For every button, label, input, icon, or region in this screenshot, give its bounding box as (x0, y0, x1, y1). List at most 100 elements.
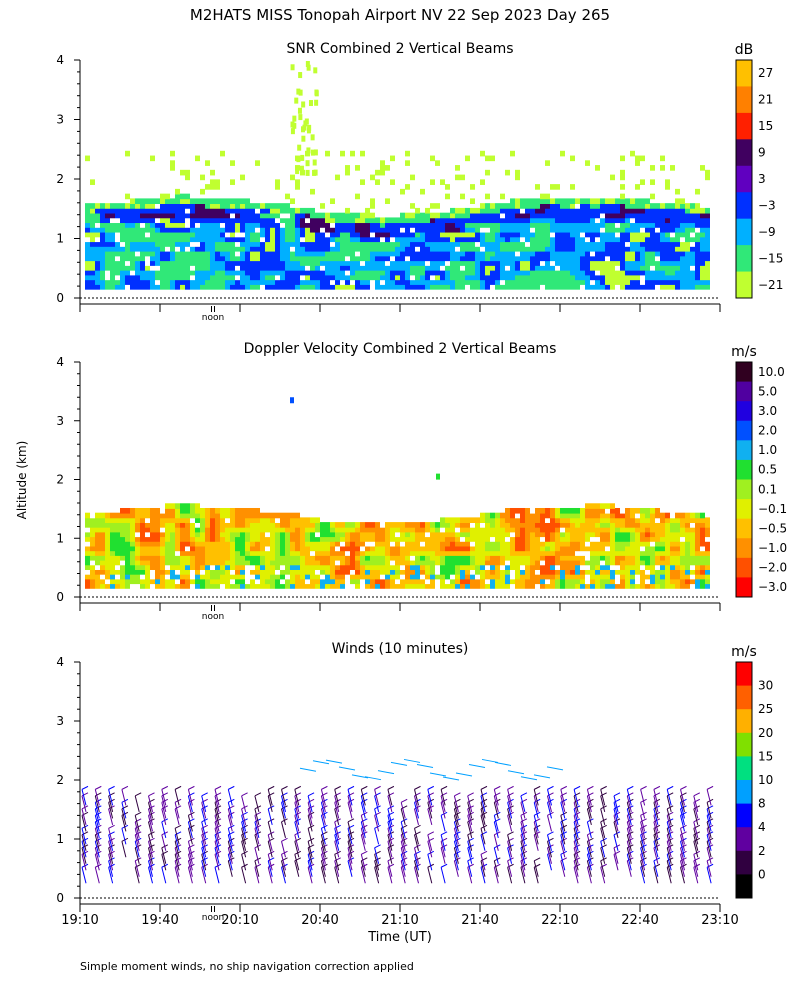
colorbar-label: 10.0 (758, 365, 785, 379)
colorbar-swatch (736, 401, 752, 422)
x-tick-label: 19:40 (141, 913, 178, 928)
colorbar-frame (735, 59, 753, 299)
colorbar-swatch (736, 499, 752, 520)
colorbar-swatch (736, 139, 752, 167)
colorbar-label: 21 (758, 93, 773, 107)
colorbar-label: −9 (758, 225, 776, 239)
colorbar-unit: dB (735, 42, 754, 58)
colorbar-swatch (736, 874, 752, 899)
colorbar-label: 3 (758, 172, 766, 186)
colorbar-label: 15 (758, 119, 773, 133)
colorbar-label: 0 (758, 867, 766, 881)
x-tick-label: 22:40 (621, 913, 658, 928)
y-tick-label: 0 (56, 291, 64, 305)
colorbar-label: 15 (758, 749, 773, 763)
x-tick-label: 20:40 (301, 913, 338, 928)
colorbar-swatch (736, 381, 752, 402)
noon-label: noon (202, 913, 224, 923)
colorbar-swatch (736, 218, 752, 246)
colorbar-label: −2.0 (758, 561, 787, 575)
x-tick-label: 22:10 (541, 913, 578, 928)
page-title: M2HATS MISS Tonopah Airport NV 22 Sep 20… (190, 6, 610, 24)
noon-label: noon (202, 612, 224, 622)
colorbar-label: 2 (758, 844, 766, 858)
colorbar-swatch (736, 577, 752, 598)
x-tick-label: 21:10 (381, 913, 418, 928)
colorbar-label: −0.1 (758, 502, 787, 516)
chart-panel-1: SNR Combined 2 Vertical Beams 0 1 2 3 4 noon dB… (56, 41, 783, 323)
colorbar-swatch (736, 850, 752, 875)
colorbar-swatch (736, 362, 752, 383)
chart-panel-2: Doppler Velocity Combined 2 Vertical Bea… (56, 341, 787, 622)
colorbar-swatch (736, 732, 752, 757)
colorbar-frame (735, 661, 753, 899)
colorbar-swatch (736, 827, 752, 852)
colorbar: dB 27 21 15 9 3 −3 −9 −15 −21 (735, 42, 783, 299)
data-layer (85, 61, 710, 290)
colorbar-label: 30 (758, 679, 773, 693)
colorbar-swatch (736, 440, 752, 461)
colorbar-swatch (736, 518, 752, 539)
footnote: Simple moment winds, no ship navigation … (80, 960, 414, 973)
colorbar-swatch (736, 165, 752, 193)
y-tick-label: 2 (56, 473, 64, 487)
data-layer (85, 397, 710, 589)
y-tick-label: 0 (56, 891, 64, 905)
y-axis-label: Altitude (km) (15, 441, 29, 520)
y-tick-label: 2 (56, 773, 64, 787)
panel-title: Winds (10 minutes) (332, 641, 469, 657)
colorbar-swatch (736, 112, 752, 140)
y-tick-label: 3 (56, 113, 64, 127)
colorbar-label: 5.0 (758, 384, 777, 398)
colorbar-swatch (736, 271, 752, 299)
y-tick-label: 1 (56, 531, 64, 545)
noon-label: noon (202, 313, 224, 323)
colorbar-label: 2.0 (758, 424, 777, 438)
colorbar-label: −0.5 (758, 521, 787, 535)
colorbar-label: −15 (758, 251, 783, 265)
colorbar-frame (735, 361, 753, 598)
colorbar-swatch (736, 557, 752, 578)
colorbar-swatch (736, 756, 752, 781)
colorbar-unit: m/s (731, 644, 757, 660)
y-tick-label: 1 (56, 832, 64, 846)
y-tick-label: 4 (56, 53, 64, 67)
colorbar-swatch (736, 420, 752, 441)
colorbar-label: 10 (758, 773, 773, 787)
colorbar-swatch (736, 86, 752, 114)
colorbar-swatch (736, 192, 752, 220)
colorbar-swatch (736, 662, 752, 687)
colorbar-swatch (736, 459, 752, 480)
colorbar-label: 1.0 (758, 443, 777, 457)
colorbar-label: 4 (758, 820, 766, 834)
y-tick-label: 1 (56, 232, 64, 246)
colorbar-label: 0.1 (758, 482, 777, 496)
colorbar-swatch (736, 709, 752, 734)
y-tick-label: 0 (56, 590, 64, 604)
chart-panels: SNR Combined 2 Vertical Beams 0 1 2 3 4 noon dB… (56, 41, 787, 928)
colorbar-label: 3.0 (758, 404, 777, 418)
data-layer (81, 758, 714, 884)
colorbar-label: 8 (758, 797, 766, 811)
x-tick-label: 21:40 (461, 913, 498, 928)
colorbar-label: −1.0 (758, 541, 787, 555)
colorbar-label: 20 (758, 726, 773, 740)
x-tick-label: 20:10 (221, 913, 258, 928)
x-tick-label: 19:10 (61, 913, 98, 928)
colorbar-swatch (736, 245, 752, 273)
y-tick-label: 2 (56, 172, 64, 186)
colorbar-unit: m/s (731, 344, 757, 360)
colorbar-swatch (736, 60, 752, 87)
colorbar-swatch (736, 685, 752, 710)
colorbar-label: 25 (758, 702, 773, 716)
panel-title: Doppler Velocity Combined 2 Vertical Bea… (244, 341, 557, 357)
colorbar-swatch (736, 479, 752, 500)
colorbar-swatch (736, 780, 752, 805)
colorbar: m/s10.0 5.0 3.0 2.0 1.0 0.5 0.1 −0.1 −0.5 −1.0 −2.… (731, 344, 787, 598)
y-tick-label: 3 (56, 714, 64, 728)
colorbar-label: 27 (758, 66, 773, 80)
colorbar-swatch (736, 538, 752, 559)
x-axis-label: Time (UT) (367, 930, 432, 945)
